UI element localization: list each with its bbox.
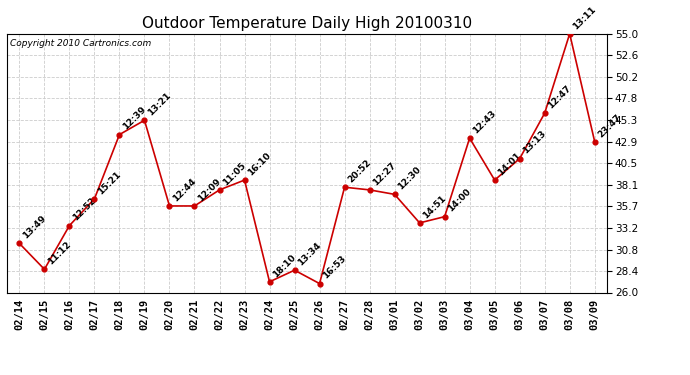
Point xyxy=(364,187,375,193)
Text: 16:53: 16:53 xyxy=(321,254,348,281)
Point xyxy=(239,177,250,183)
Text: 12:39: 12:39 xyxy=(121,105,148,132)
Point xyxy=(214,187,225,193)
Point xyxy=(289,267,300,273)
Text: 13:34: 13:34 xyxy=(296,241,323,267)
Point xyxy=(589,139,600,145)
Point xyxy=(489,177,500,183)
Point xyxy=(389,191,400,197)
Text: 20:52: 20:52 xyxy=(346,158,373,184)
Point xyxy=(264,279,275,285)
Text: 13:21: 13:21 xyxy=(146,91,172,117)
Text: 11:05: 11:05 xyxy=(221,160,248,187)
Text: 12:44: 12:44 xyxy=(171,176,197,203)
Text: 12:09: 12:09 xyxy=(196,177,222,203)
Text: 12:47: 12:47 xyxy=(546,84,573,110)
Point xyxy=(189,203,200,209)
Text: 11:12: 11:12 xyxy=(46,240,72,267)
Point xyxy=(539,110,550,116)
Point xyxy=(414,220,425,226)
Text: 16:10: 16:10 xyxy=(246,151,273,177)
Point xyxy=(439,214,450,220)
Point xyxy=(514,156,525,162)
Point xyxy=(464,135,475,141)
Point xyxy=(564,31,575,37)
Text: Copyright 2010 Cartronics.com: Copyright 2010 Cartronics.com xyxy=(10,39,151,48)
Text: 13:11: 13:11 xyxy=(571,4,598,31)
Point xyxy=(164,203,175,209)
Text: 12:43: 12:43 xyxy=(471,109,497,135)
Point xyxy=(89,196,100,202)
Text: 12:30: 12:30 xyxy=(396,165,422,192)
Point xyxy=(139,117,150,123)
Text: 14:00: 14:00 xyxy=(446,188,473,214)
Text: 13:13: 13:13 xyxy=(521,129,548,156)
Text: 14:51: 14:51 xyxy=(421,194,448,220)
Point xyxy=(39,266,50,272)
Point xyxy=(314,280,325,286)
Point xyxy=(14,240,25,246)
Point xyxy=(339,184,350,190)
Point xyxy=(64,223,75,229)
Title: Outdoor Temperature Daily High 20100310: Outdoor Temperature Daily High 20100310 xyxy=(142,16,472,31)
Text: 13:49: 13:49 xyxy=(21,214,48,241)
Text: 23:47: 23:47 xyxy=(596,112,623,139)
Point xyxy=(114,132,125,138)
Text: 14:01: 14:01 xyxy=(496,151,522,177)
Text: 12:52: 12:52 xyxy=(71,196,97,223)
Text: 12:27: 12:27 xyxy=(371,160,397,187)
Text: 18:10: 18:10 xyxy=(271,252,297,279)
Text: 15:21: 15:21 xyxy=(96,170,122,196)
